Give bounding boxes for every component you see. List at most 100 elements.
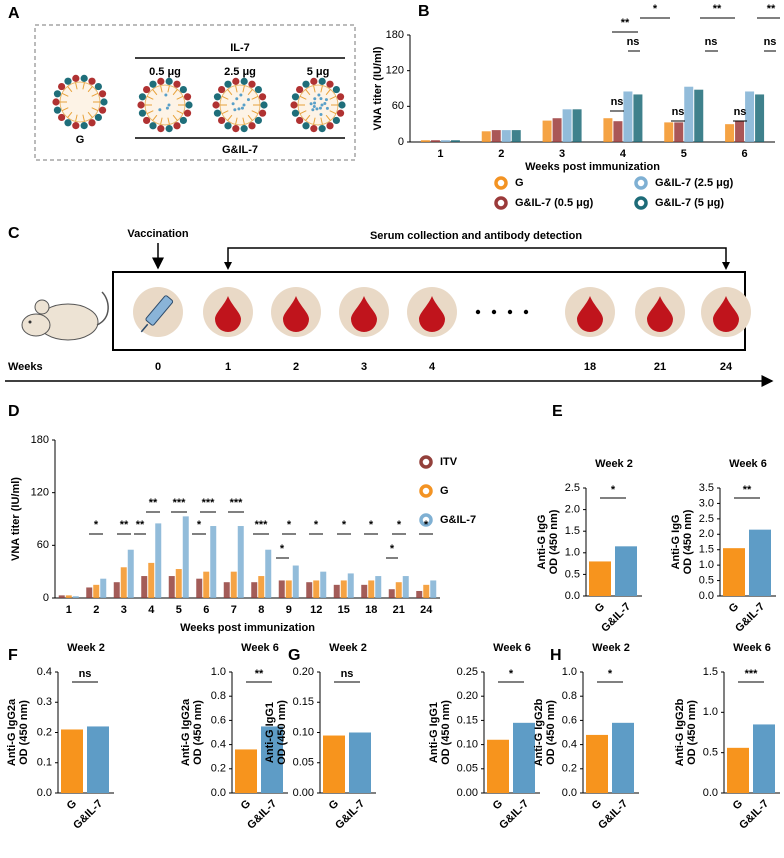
- bar: [487, 739, 509, 793]
- liposome-tail: [235, 117, 238, 125]
- liposome-head: [224, 80, 232, 88]
- bar: [481, 131, 491, 142]
- bar: [368, 580, 375, 598]
- y-tick-label: 180: [31, 434, 49, 446]
- liposome-head: [165, 77, 173, 85]
- il7-dot: [165, 106, 169, 110]
- x-tick-label: 3: [559, 148, 565, 160]
- y-axis-label: OD (450 nm): [192, 700, 204, 765]
- liposome-tail: [313, 85, 316, 93]
- liposome-tail: [221, 95, 229, 100]
- liposome-head: [336, 109, 345, 117]
- bar: [58, 595, 65, 598]
- liposome-tail: [299, 110, 307, 115]
- il7-dot: [323, 102, 327, 106]
- x-tick-label: 1: [66, 604, 72, 616]
- significance: ns: [672, 106, 685, 118]
- x-tick-label: G: [65, 798, 80, 813]
- legend-marker: [494, 196, 508, 210]
- x-tick-label: G&IL-7: [599, 601, 633, 635]
- il7-dot: [313, 101, 317, 105]
- significance: *: [94, 519, 99, 531]
- il7-dot: [319, 113, 323, 117]
- bar: [450, 140, 460, 142]
- y-tick-label: 0.0: [211, 787, 226, 799]
- liposome-head: [310, 77, 318, 85]
- panel-a-frame: [34, 24, 356, 161]
- liposome-tail: [61, 92, 69, 97]
- il7-dot: [325, 106, 329, 110]
- liposome-head: [291, 109, 300, 117]
- liposome-tail: [235, 85, 238, 93]
- y-tick-label: 0.4: [37, 666, 52, 678]
- significance: ***: [255, 519, 269, 531]
- liposome-head: [336, 93, 345, 101]
- bar: [87, 726, 109, 793]
- bar: [113, 582, 120, 598]
- chart-title: Week 6: [241, 642, 279, 654]
- mouse: [21, 291, 109, 341]
- x-tick-label: G&IL-7: [497, 798, 531, 832]
- liposome-tail: [221, 110, 229, 115]
- y-tick-label: 0.5: [699, 574, 714, 586]
- legend-label: G: [515, 177, 524, 189]
- bar: [230, 571, 237, 598]
- liposome-head: [302, 122, 310, 130]
- legend-label: G&IL-7 (2.5 μg): [655, 177, 734, 189]
- legend-label: G&IL-7: [440, 514, 476, 526]
- bar: [552, 118, 562, 142]
- liposome-head: [88, 77, 96, 85]
- significance: *: [197, 519, 202, 531]
- bar: [749, 529, 771, 596]
- y-tick-label: 0.6: [562, 714, 577, 726]
- panel-letter: A: [8, 5, 20, 22]
- bar: [61, 729, 83, 793]
- bar: [120, 567, 127, 598]
- bar: [168, 576, 175, 598]
- bar: [86, 587, 93, 598]
- y-tick-label: 2.5: [699, 513, 714, 525]
- bar: [182, 516, 189, 598]
- liposome-tail: [91, 92, 99, 97]
- il7-dot: [237, 107, 241, 111]
- liposome-head: [88, 119, 96, 127]
- bar: [65, 595, 72, 598]
- liposome-head: [138, 93, 147, 101]
- syringe: [145, 295, 174, 326]
- liposome-tail: [247, 89, 253, 96]
- liposome-head: [290, 101, 298, 109]
- legend-marker: [494, 176, 508, 190]
- liposome-head: [183, 109, 192, 117]
- bar: [361, 584, 368, 598]
- bar: [320, 571, 327, 598]
- y-axis-label: Anti-G IgG: [670, 515, 682, 570]
- bar: [589, 561, 611, 596]
- y-axis-label: OD (450 nm): [18, 700, 30, 765]
- bar: [347, 573, 354, 598]
- weeks-label: Weeks: [8, 361, 43, 373]
- bar: [210, 526, 217, 598]
- liposome-tail: [329, 110, 337, 115]
- bar: [175, 569, 182, 598]
- y-axis-label: OD (450 nm): [545, 700, 557, 765]
- legend-marker: [419, 455, 433, 469]
- ellipsis-dots: [475, 309, 529, 315]
- chart-title: Week 2: [329, 642, 367, 654]
- y-tick-label: 2.0: [565, 504, 580, 516]
- x-tick-label: 12: [310, 604, 322, 616]
- y-tick-label: 1.0: [565, 547, 580, 559]
- y-tick-label: 0: [43, 592, 49, 604]
- bar: [100, 578, 107, 598]
- legend-marker: [634, 196, 648, 210]
- liposome-head: [258, 109, 267, 117]
- significance: *: [369, 519, 374, 531]
- liposome-head: [218, 85, 226, 94]
- liposome-tail: [329, 95, 337, 100]
- x-tick-label: G: [239, 798, 254, 813]
- liposome-tail: [146, 95, 154, 100]
- bar: [664, 122, 674, 142]
- liposome-head: [165, 125, 173, 133]
- liposome-head: [218, 116, 226, 125]
- y-axis-label: Anti-G IgG: [536, 515, 548, 570]
- bar: [235, 749, 257, 793]
